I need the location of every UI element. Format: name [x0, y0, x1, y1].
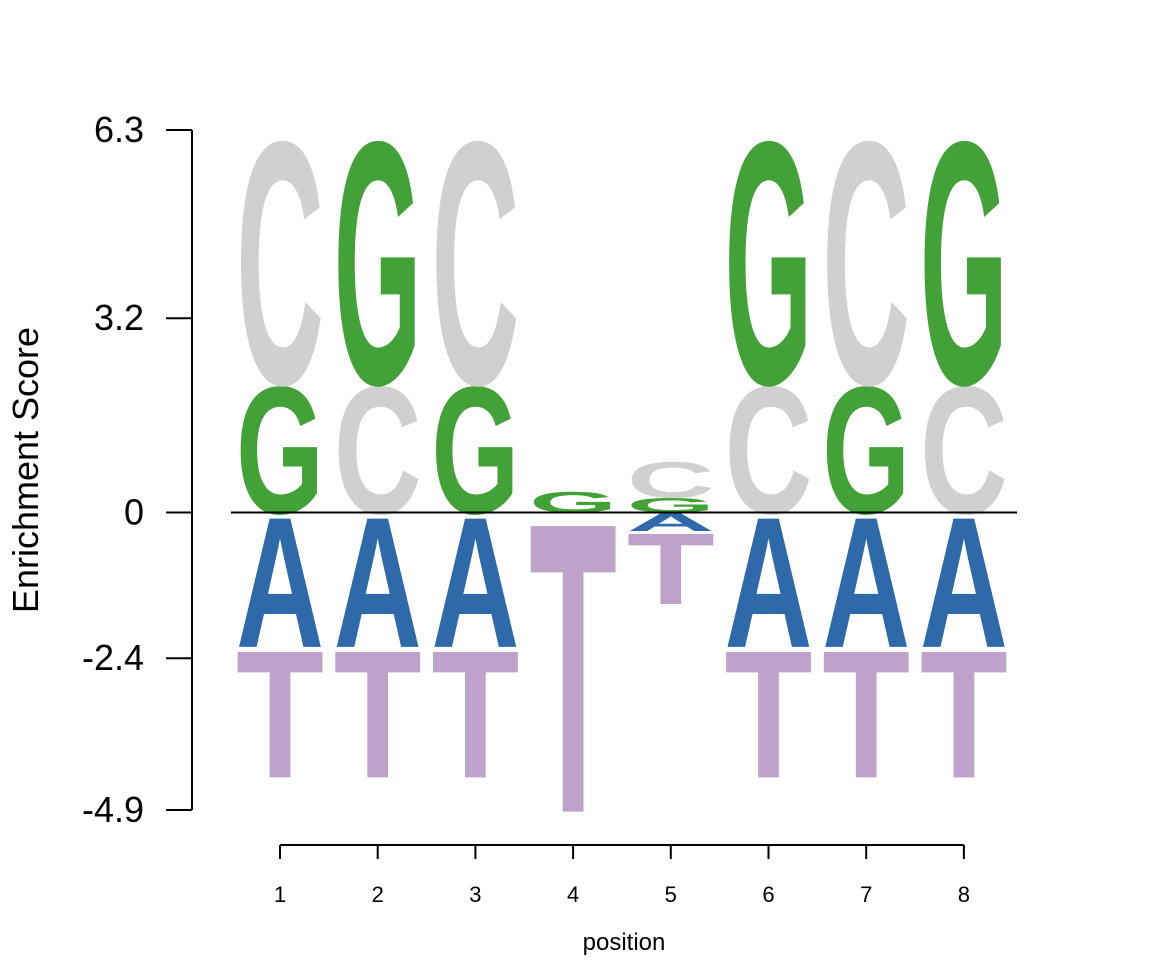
- y-axis: 6.3 3.2 0 -2.4 -4.9: [82, 109, 193, 830]
- y-tick-label: -4.9: [82, 789, 144, 830]
- logo-letter-C: C: [627, 451, 715, 508]
- y-tick-label: -2.4: [82, 637, 144, 678]
- logo-letter-G: G: [920, 69, 1008, 458]
- logo-letter-C: C: [236, 70, 324, 458]
- logo-letter-T: T: [822, 612, 910, 816]
- logo-letter-T: T: [529, 436, 617, 900]
- logo-letter-T: T: [236, 612, 324, 816]
- logo-letter-C: C: [725, 349, 813, 552]
- y-tick-label: 0: [124, 492, 144, 533]
- logo-letter-G: G: [334, 69, 422, 458]
- logo-letter-T: T: [627, 513, 715, 626]
- logo-letter-C: C: [431, 70, 519, 458]
- logo-letter-G: G: [236, 350, 324, 553]
- x-tick-label: 4: [567, 882, 579, 907]
- x-axis: 1 2 3 4 5 6 7 8: [274, 844, 970, 907]
- logo-letter-G: G: [627, 494, 715, 518]
- y-tick-label: 6.3: [94, 109, 144, 150]
- logo-letter-G: G: [822, 350, 910, 553]
- logo-letter-C: C: [920, 349, 1008, 552]
- x-tick-label: 3: [469, 882, 481, 907]
- logo-letter-T: T: [431, 612, 519, 816]
- logo-letter-G: G: [431, 350, 519, 553]
- y-tick-label: 3.2: [94, 297, 144, 338]
- logo-stack-position-4: GT: [529, 436, 617, 900]
- y-axis-title: Enrichment Score: [5, 327, 46, 613]
- logo-letter-C: C: [822, 70, 910, 458]
- logo-letter-T: T: [725, 612, 813, 816]
- x-tick-label: 8: [958, 882, 970, 907]
- x-tick-label: 5: [665, 882, 677, 907]
- x-tick-label: 7: [860, 882, 872, 907]
- x-tick-label: 1: [274, 882, 286, 907]
- x-tick-label: 2: [372, 882, 384, 907]
- x-tick-label: 6: [762, 882, 774, 907]
- logo-letter-G: G: [725, 69, 813, 458]
- logo-letter-T: T: [334, 612, 422, 816]
- x-axis-title: position: [583, 929, 666, 956]
- logo-letter-T: T: [920, 612, 1008, 816]
- logo-letter-G: G: [529, 486, 617, 519]
- logo-letter-C: C: [334, 349, 422, 552]
